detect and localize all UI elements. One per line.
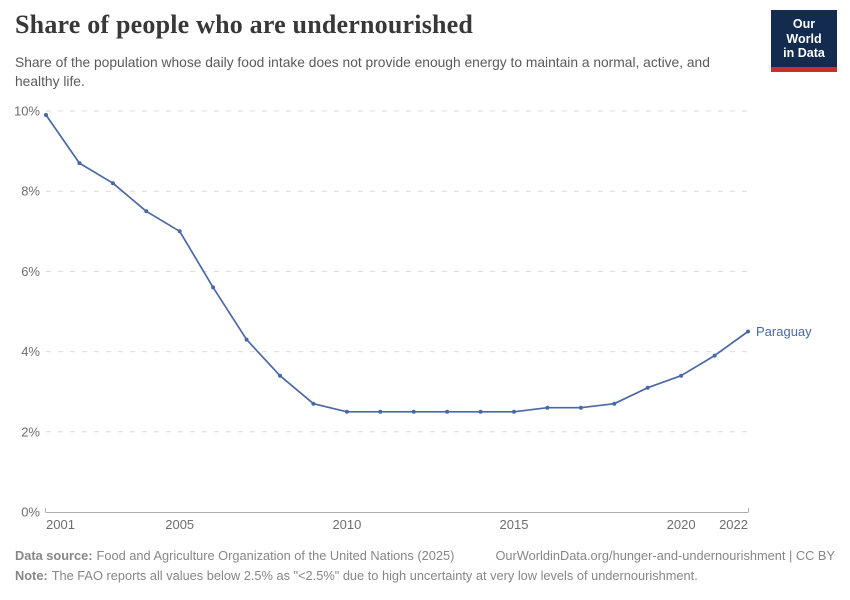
owid-logo-line1: Our World (786, 17, 822, 46)
x-axis-tick-label: 2001 (46, 517, 75, 532)
y-axis-tick-label: 10% (14, 104, 40, 119)
x-axis-tick-label: 2022 (719, 517, 748, 532)
data-source-text: Food and Agriculture Organization of the… (96, 548, 455, 563)
data-point (512, 409, 516, 414)
data-point (411, 409, 416, 414)
data-point (746, 329, 750, 334)
data-point (211, 285, 216, 290)
footer-note-row: Note: The FAO reports all values below 2.… (15, 567, 835, 585)
x-axis-tick-label: 2020 (667, 517, 696, 532)
data-point (110, 181, 115, 186)
note-label: Note: (15, 568, 48, 583)
owid-url-license: OurWorldinData.org/hunger-and-undernouri… (495, 548, 835, 563)
chart-footer: Data source: Food and Agriculture Organiz… (15, 547, 835, 585)
data-point (612, 401, 617, 406)
data-point (478, 409, 483, 414)
y-axis-tick-label: 2% (21, 424, 40, 439)
data-point (445, 409, 450, 414)
series-line-paraguay[interactable] (45, 114, 749, 413)
data-point (44, 113, 48, 117)
data-point (545, 405, 550, 410)
owid-logo-line2: in Data (783, 46, 825, 60)
chart-canvas[interactable]: 0% 2% 4% 6% 8% 10% 2001 2005 2010 2015 2020 2022 Par… (0, 95, 850, 540)
data-point (244, 337, 249, 342)
data-point (144, 209, 149, 214)
y-axis-tick-label: 4% (21, 344, 40, 359)
data-point (344, 409, 349, 414)
data-point (311, 401, 316, 406)
y-axis-tick-label: 8% (21, 184, 40, 199)
data-point (177, 229, 182, 234)
note-text: The FAO reports all values below 2.5% as… (51, 568, 698, 583)
data-point (278, 373, 282, 378)
x-axis-tick-label: 2005 (165, 517, 194, 532)
data-point (679, 373, 684, 378)
data-point (578, 405, 583, 410)
x-axis-tick-label: 2015 (500, 517, 529, 532)
owid-logo[interactable]: Our World in Data (771, 10, 837, 72)
y-axis-tick-label: 0% (21, 505, 40, 520)
entity-label-paraguay[interactable]: Paraguay (756, 324, 812, 339)
data-source: Data source: Food and Agriculture Organiz… (15, 547, 454, 565)
data-point (645, 385, 650, 390)
data-point (77, 161, 82, 166)
chart-subtitle: Share of the population whose daily food… (15, 55, 710, 89)
data-source-label: Data source: (15, 548, 93, 563)
chart-title: Share of people who are undernourished (15, 10, 474, 39)
y-axis-tick-label: 6% (21, 264, 40, 279)
footer-source-row: Data source: Food and Agriculture Organiz… (15, 547, 835, 565)
data-point (378, 409, 383, 414)
x-axis-tick-label: 2010 (332, 517, 361, 532)
data-point (712, 353, 717, 358)
